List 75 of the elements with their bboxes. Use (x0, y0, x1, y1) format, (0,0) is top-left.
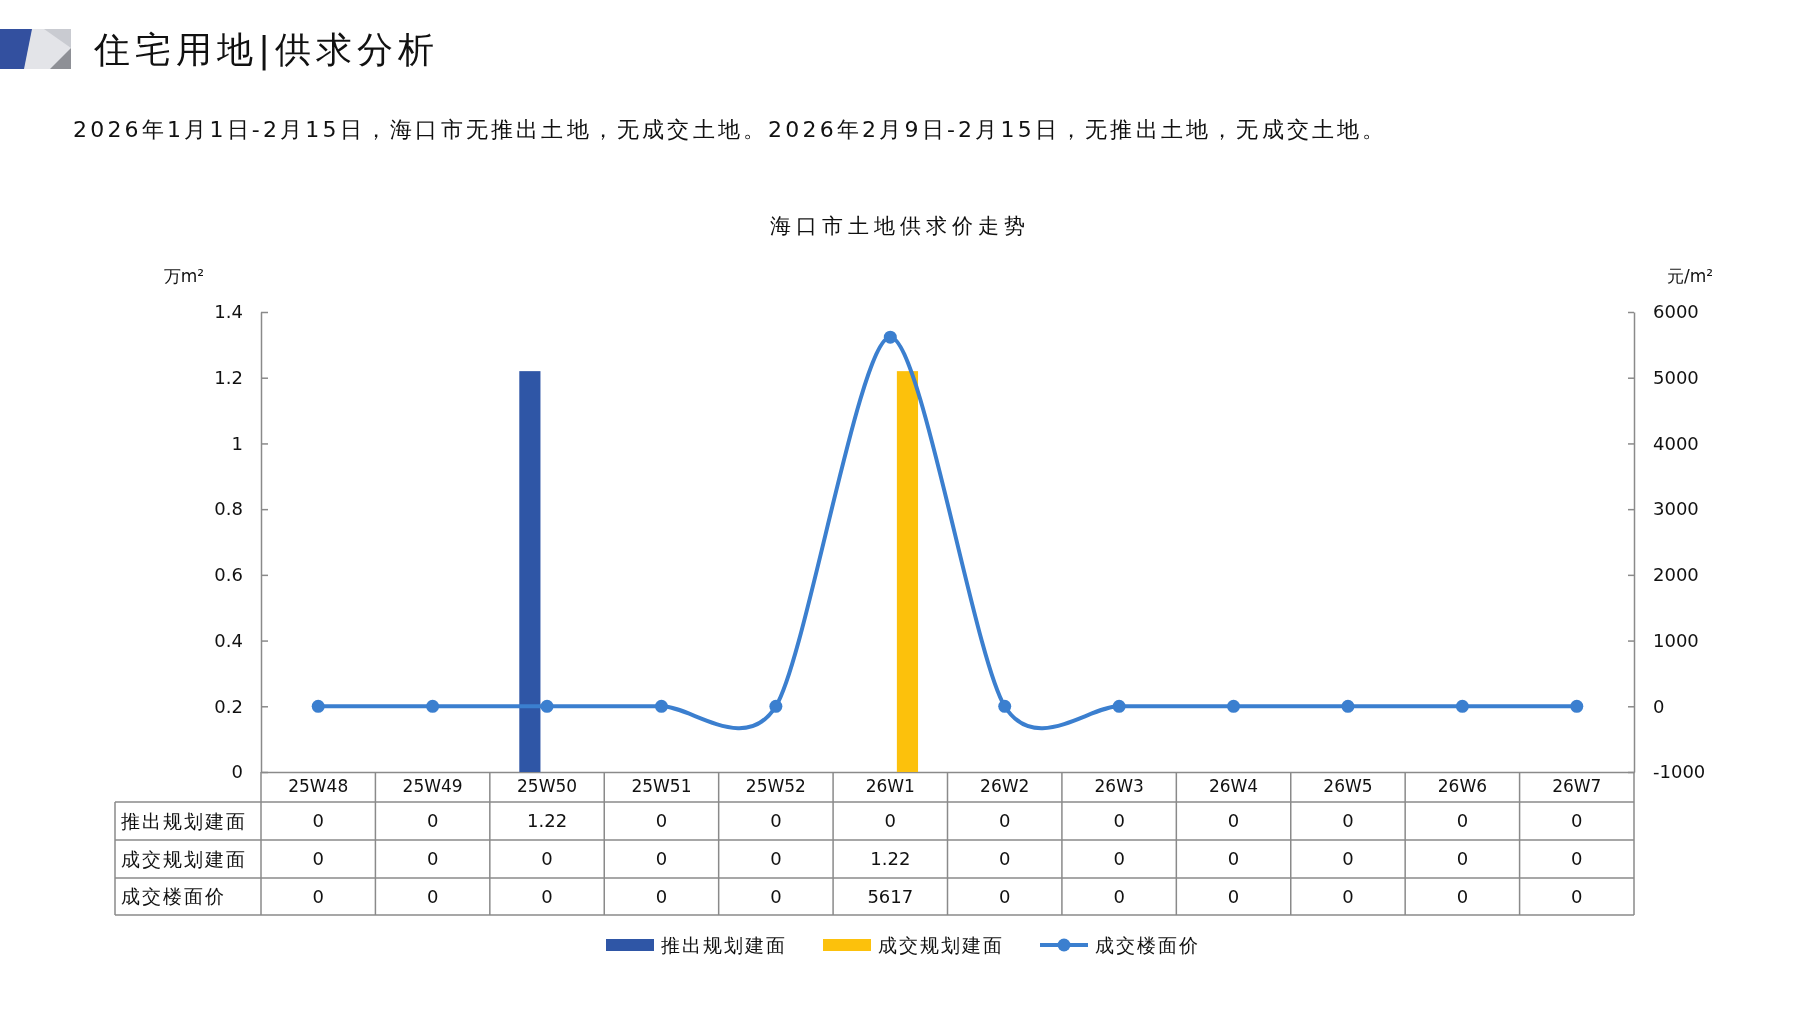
data-label: 0 (998, 885, 1011, 907)
data-label: 0 (655, 810, 668, 832)
data-label: 0 (426, 810, 439, 832)
data-label: 0 (770, 848, 782, 870)
data-label: 0 (1571, 810, 1583, 832)
legend-label: 推出规划建面 (661, 933, 787, 956)
x-tick-label: 25W48 (288, 776, 349, 797)
text: 成交楼面价 (121, 885, 226, 908)
x-tick-label: 26W7 (1552, 776, 1602, 797)
data-label: 0 (312, 848, 324, 870)
y-tick-label: 0.6 (214, 564, 243, 586)
data-label: 0 (1342, 848, 1354, 870)
data-label: 0 (541, 848, 553, 870)
data-label: 0 (312, 885, 324, 907)
y-tick-label: 1.2 (214, 366, 243, 388)
data-label: 0 (1227, 848, 1240, 870)
x-tick-label: 26W6 (1437, 776, 1488, 797)
text: 2026年1月1日-2月15日，海口市无推出土地，无成交土地。2026年2月9日-2月15日，无推出土地，无成交土地。 (73, 117, 1388, 142)
data-label: 0 (1113, 885, 1125, 907)
data-label: 0 (312, 810, 324, 832)
x-tick-label: 25W50 (517, 776, 578, 797)
data-label: 0 (998, 810, 1011, 832)
legend-label: 成交楼面价 (1095, 933, 1200, 956)
data-label: 0 (1227, 885, 1240, 907)
data-label: 0 (998, 848, 1011, 870)
y-tick-label: 0 (231, 761, 243, 783)
y2-tick-label: 4000 (1653, 432, 1699, 454)
y-tick-label: 0.4 (214, 629, 243, 651)
y-tick-label: 0.8 (214, 498, 243, 520)
y-tick-label: 1 (231, 432, 243, 454)
x-tick-label: 25W51 (631, 776, 692, 797)
data-label: 0 (426, 848, 439, 870)
chart-title: 海口市土地供求价走势 (770, 214, 1030, 238)
x-tick-label: 26W3 (1094, 776, 1144, 797)
y2-tick-label: 1000 (1653, 629, 1699, 651)
y2-tick-label: 2000 (1653, 564, 1699, 586)
data-label: 0 (541, 885, 553, 907)
x-tick-label: 25W49 (402, 776, 463, 797)
y2-tick-label: -1000 (1653, 761, 1706, 783)
data-label: 0 (1342, 885, 1354, 907)
data-label: 0 (1571, 848, 1583, 870)
data-label: 0 (1113, 848, 1125, 870)
y2-tick-label: 5000 (1653, 366, 1699, 388)
data-label: 0 (884, 810, 897, 832)
text: 住宅用地|供求分析 (93, 29, 440, 71)
data-label: 0 (1571, 885, 1583, 907)
y-tick-label: 0.2 (214, 695, 243, 717)
data-label: 0 (1456, 810, 1469, 832)
text: 成交规划建面 (121, 847, 247, 870)
x-tick-label: 26W1 (865, 776, 915, 797)
data-label: 0 (1342, 810, 1354, 832)
text: 推出规划建面 (121, 809, 247, 832)
x-tick-label: 26W5 (1323, 776, 1373, 797)
data-label: 0 (1456, 848, 1469, 870)
data-label: 5617 (867, 885, 914, 907)
data-label: 0 (655, 885, 668, 907)
data-label: 1.22 (870, 848, 911, 870)
y2-tick-label: 3000 (1653, 498, 1699, 520)
data-label: 0 (1113, 810, 1125, 832)
y2-tick-label: 0 (1653, 695, 1665, 717)
data-label: 0 (1227, 810, 1240, 832)
x-tick-label: 26W4 (1208, 776, 1259, 797)
legend-label: 成交规划建面 (878, 933, 1004, 956)
data-label: 0 (655, 848, 668, 870)
data-label: 0 (770, 885, 782, 907)
y-tick-label: 1.4 (214, 301, 243, 323)
data-label: 0 (770, 810, 782, 832)
y2-tick-label: 6000 (1653, 301, 1699, 323)
x-tick-label: 25W52 (745, 776, 806, 797)
data-label: 0 (1456, 885, 1469, 907)
x-tick-label: 26W2 (980, 776, 1030, 797)
data-label: 1.22 (527, 810, 568, 832)
y-axis-title: 万m² (163, 266, 205, 286)
y2-axis-title: 元/m² (1666, 266, 1714, 286)
data-label: 0 (426, 885, 439, 907)
